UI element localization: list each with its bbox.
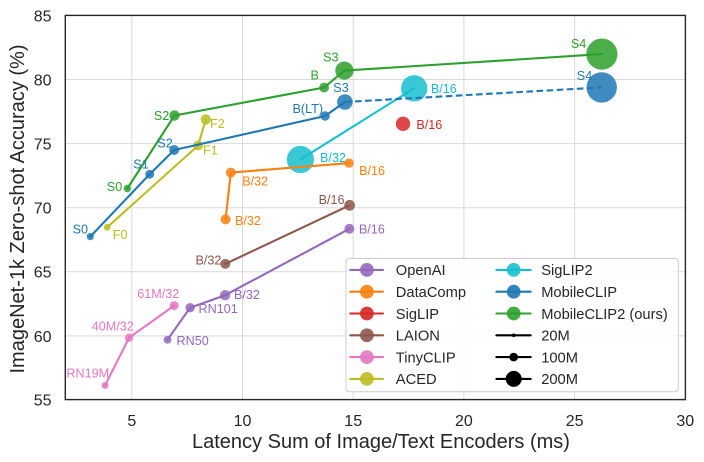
svg-text:SigLIP2: SigLIP2 <box>541 263 592 279</box>
svg-text:15: 15 <box>344 413 362 430</box>
svg-text:F0: F0 <box>113 228 128 242</box>
svg-text:S4: S4 <box>571 37 586 51</box>
svg-text:RN19M: RN19M <box>66 367 109 381</box>
svg-text:B(LT): B(LT) <box>293 102 324 116</box>
svg-text:Latency Sum of Image/Text Enco: Latency Sum of Image/Text Encoders (ms) <box>192 431 570 453</box>
svg-text:S2: S2 <box>154 109 169 123</box>
svg-text:5: 5 <box>127 413 136 430</box>
svg-text:61M/32: 61M/32 <box>137 287 179 301</box>
svg-text:S3: S3 <box>323 51 338 65</box>
svg-text:25: 25 <box>566 413 584 430</box>
svg-text:OpenAI: OpenAI <box>396 263 446 279</box>
svg-text:S4: S4 <box>577 69 592 83</box>
svg-text:B/16: B/16 <box>431 82 457 96</box>
svg-text:30: 30 <box>676 413 694 430</box>
svg-text:S0: S0 <box>73 223 88 237</box>
svg-text:B: B <box>311 69 319 83</box>
svg-text:F1: F1 <box>203 144 218 158</box>
svg-text:20M: 20M <box>541 329 570 345</box>
svg-text:60: 60 <box>34 329 52 346</box>
svg-text:LAION: LAION <box>396 329 440 345</box>
svg-text:ImageNet-1k Zero-shot Accuracy: ImageNet-1k Zero-shot Accuracy (%) <box>7 45 29 374</box>
svg-text:MobileCLIP2 (ours): MobileCLIP2 (ours) <box>541 307 668 323</box>
svg-text:55: 55 <box>34 393 52 410</box>
svg-text:ACED: ACED <box>396 372 437 388</box>
svg-text:B/16: B/16 <box>359 164 385 178</box>
svg-text:20: 20 <box>455 413 473 430</box>
svg-text:200M: 200M <box>541 372 578 388</box>
svg-text:B/32: B/32 <box>320 151 346 165</box>
svg-text:85: 85 <box>34 8 52 25</box>
svg-text:F2: F2 <box>210 117 225 131</box>
svg-text:SigLIP: SigLIP <box>396 307 439 323</box>
svg-text:70: 70 <box>34 201 52 218</box>
svg-text:S3: S3 <box>333 81 348 95</box>
svg-text:RN101: RN101 <box>199 302 238 316</box>
svg-text:B/32: B/32 <box>195 253 221 267</box>
svg-text:MobileCLIP: MobileCLIP <box>541 285 617 301</box>
svg-text:B/32: B/32 <box>235 214 261 228</box>
svg-text:B/32: B/32 <box>242 175 268 189</box>
svg-text:TinyCLIP: TinyCLIP <box>396 350 456 366</box>
svg-text:S1: S1 <box>133 157 148 171</box>
svg-text:10: 10 <box>234 413 252 430</box>
svg-text:S0: S0 <box>107 180 122 194</box>
svg-text:B/16: B/16 <box>359 222 385 236</box>
svg-text:80: 80 <box>34 72 52 89</box>
svg-text:65: 65 <box>34 265 52 282</box>
svg-text:RN50: RN50 <box>177 334 209 348</box>
svg-text:100M: 100M <box>541 350 578 366</box>
svg-text:B/16: B/16 <box>319 193 345 207</box>
svg-text:40M/32: 40M/32 <box>92 320 134 334</box>
svg-text:B/16: B/16 <box>416 118 442 132</box>
svg-text:DataComp: DataComp <box>396 285 466 301</box>
svg-text:75: 75 <box>34 137 52 154</box>
svg-text:B/32: B/32 <box>234 288 260 302</box>
svg-text:S2: S2 <box>157 137 172 151</box>
